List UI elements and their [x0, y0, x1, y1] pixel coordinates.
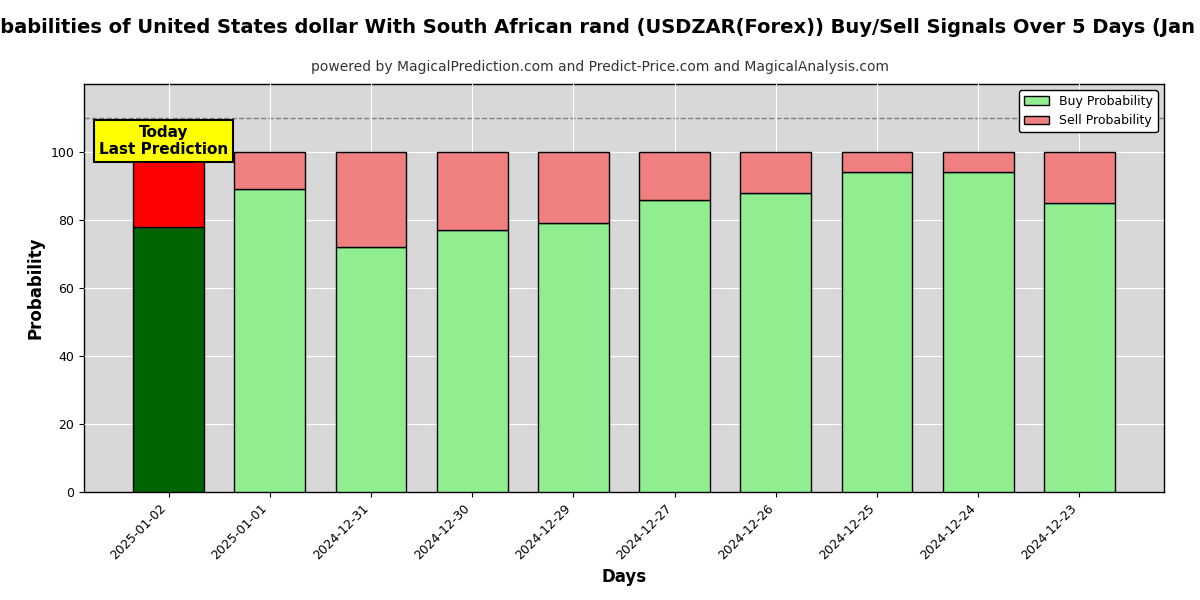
Bar [943, 152, 1014, 172]
Bar [336, 152, 407, 247]
Bar [943, 172, 1014, 492]
Bar [133, 227, 204, 492]
Bar [740, 152, 811, 193]
Legend: Buy Probability, Sell Probability: Buy Probability, Sell Probability [1019, 90, 1158, 133]
Bar [640, 152, 710, 200]
Text: powered by MagicalPrediction.com and Predict-Price.com and MagicalAnalysis.com: powered by MagicalPrediction.com and Pre… [311, 60, 889, 74]
Bar [234, 152, 305, 190]
Y-axis label: Probability: Probability [26, 237, 44, 339]
Bar [437, 152, 508, 230]
Bar [1044, 203, 1115, 492]
Bar [538, 223, 608, 492]
Bar [234, 190, 305, 492]
Bar [437, 230, 508, 492]
Bar [133, 152, 204, 227]
Bar [640, 200, 710, 492]
Bar [841, 152, 912, 172]
Text: Today
Last Prediction: Today Last Prediction [98, 125, 228, 157]
X-axis label: Days: Days [601, 568, 647, 586]
Bar [336, 247, 407, 492]
Bar [538, 152, 608, 223]
Bar [1044, 152, 1115, 203]
Bar [740, 193, 811, 492]
Bar [841, 172, 912, 492]
Text: Probabilities of United States dollar With South African rand (USDZAR(Forex)) Bu: Probabilities of United States dollar Wi… [0, 18, 1200, 37]
